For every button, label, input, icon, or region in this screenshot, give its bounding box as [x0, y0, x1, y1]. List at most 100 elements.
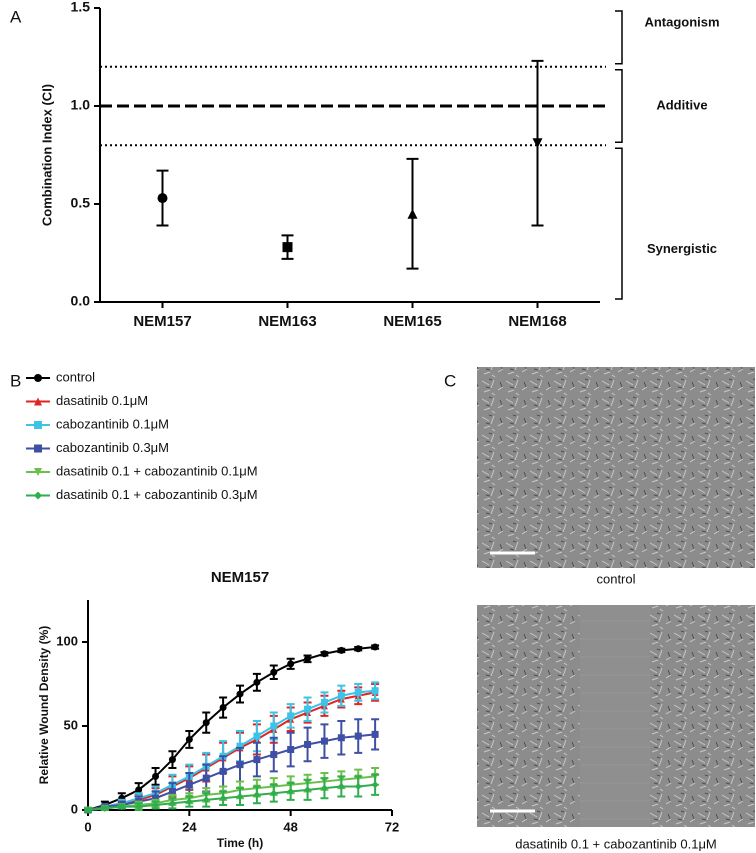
legend-label: dasatinib 0.1 + cabozantinib 0.1μM [56, 463, 258, 478]
y-tick-label: 0.5 [71, 195, 91, 211]
image-caption: control [596, 571, 635, 586]
marker [202, 719, 210, 727]
legend-label: dasatinib 0.1μM [56, 393, 148, 408]
micrograph-control [477, 367, 755, 568]
x-tick-label: NEM168 [508, 313, 566, 330]
image-caption: dasatinib 0.1 + cabozantinib 0.1μM [515, 836, 717, 851]
marker [34, 421, 42, 429]
marker [219, 767, 227, 775]
marker [270, 668, 278, 676]
marker [236, 742, 244, 750]
marker [407, 208, 418, 219]
region-label: Antagonism [644, 14, 719, 29]
marker [282, 242, 293, 253]
legend-label: cabozantinib 0.1μM [56, 416, 169, 431]
marker [202, 774, 210, 782]
marker [135, 786, 143, 794]
marker [354, 688, 362, 696]
marker [253, 756, 261, 764]
marker [34, 374, 42, 382]
marker [337, 692, 345, 700]
x-tick-label: NEM163 [258, 313, 316, 330]
marker [34, 491, 42, 500]
marker [185, 798, 193, 806]
region-bracket [615, 10, 623, 65]
marker [236, 793, 244, 801]
marker [337, 734, 345, 742]
panel-label: B [10, 371, 21, 390]
marker [270, 789, 278, 797]
marker [337, 782, 345, 790]
x-tick-label: 24 [182, 819, 197, 834]
micrograph-treated [477, 605, 755, 827]
marker [371, 781, 379, 789]
marker [371, 687, 379, 695]
x-tick-label: NEM157 [133, 313, 191, 330]
marker [168, 799, 176, 807]
x-tick-label: 72 [385, 819, 399, 834]
marker [304, 740, 312, 748]
series-line [87, 733, 376, 811]
marker [320, 784, 328, 792]
y-axis-title: Combination Index (CI) [39, 84, 54, 226]
region-bracket [615, 69, 623, 143]
marker [152, 772, 160, 780]
marker [320, 650, 328, 658]
marker [219, 704, 227, 712]
chart-title: NEM157 [211, 569, 269, 586]
marker [354, 732, 362, 740]
x-tick-label: 48 [283, 819, 297, 834]
marker [236, 761, 244, 769]
y-tick-label: 0 [71, 801, 78, 816]
marker [354, 645, 362, 653]
y-tick-label: 1.5 [71, 0, 91, 15]
marker [101, 804, 109, 812]
marker [320, 698, 328, 706]
marker [168, 756, 176, 764]
marker [34, 397, 42, 406]
y-axis-title: Relative Wound Density (%) [37, 626, 51, 784]
marker [168, 788, 176, 796]
series-line [87, 775, 376, 811]
micrograph [477, 367, 755, 568]
marker [202, 796, 210, 804]
marker [270, 722, 278, 730]
marker [287, 746, 295, 754]
series-line [87, 783, 376, 811]
series-line [87, 646, 376, 811]
marker [34, 444, 42, 453]
marker [118, 803, 126, 811]
marker [253, 732, 261, 740]
marker [152, 801, 160, 809]
marker [253, 791, 261, 799]
x-tick-label: NEM165 [383, 313, 441, 330]
marker [185, 781, 193, 789]
y-tick-label: 0.0 [71, 293, 91, 309]
marker [270, 751, 278, 759]
marker [304, 786, 312, 794]
marker [287, 660, 295, 668]
region-label: Additive [656, 97, 707, 112]
legend-label: cabozantinib 0.3μM [56, 440, 169, 455]
wound-gap [580, 605, 650, 827]
legend-label: control [56, 369, 95, 384]
marker [371, 643, 379, 651]
x-tick-label: 0 [84, 819, 91, 834]
panel-label: A [10, 7, 22, 26]
marker [532, 138, 543, 149]
marker [135, 803, 143, 811]
y-tick-label: 1.0 [71, 97, 91, 113]
marker [320, 737, 328, 745]
marker [371, 730, 379, 738]
marker [354, 782, 362, 790]
panel-label: C [444, 371, 456, 390]
marker [34, 468, 42, 476]
marker [253, 678, 261, 686]
marker [287, 712, 295, 720]
y-tick-label: 100 [56, 633, 78, 648]
marker [152, 794, 160, 802]
marker [287, 788, 295, 796]
region-label: Synergistic [647, 241, 717, 256]
legend-label: dasatinib 0.1 + cabozantinib 0.3μM [56, 487, 258, 502]
marker [157, 193, 168, 204]
